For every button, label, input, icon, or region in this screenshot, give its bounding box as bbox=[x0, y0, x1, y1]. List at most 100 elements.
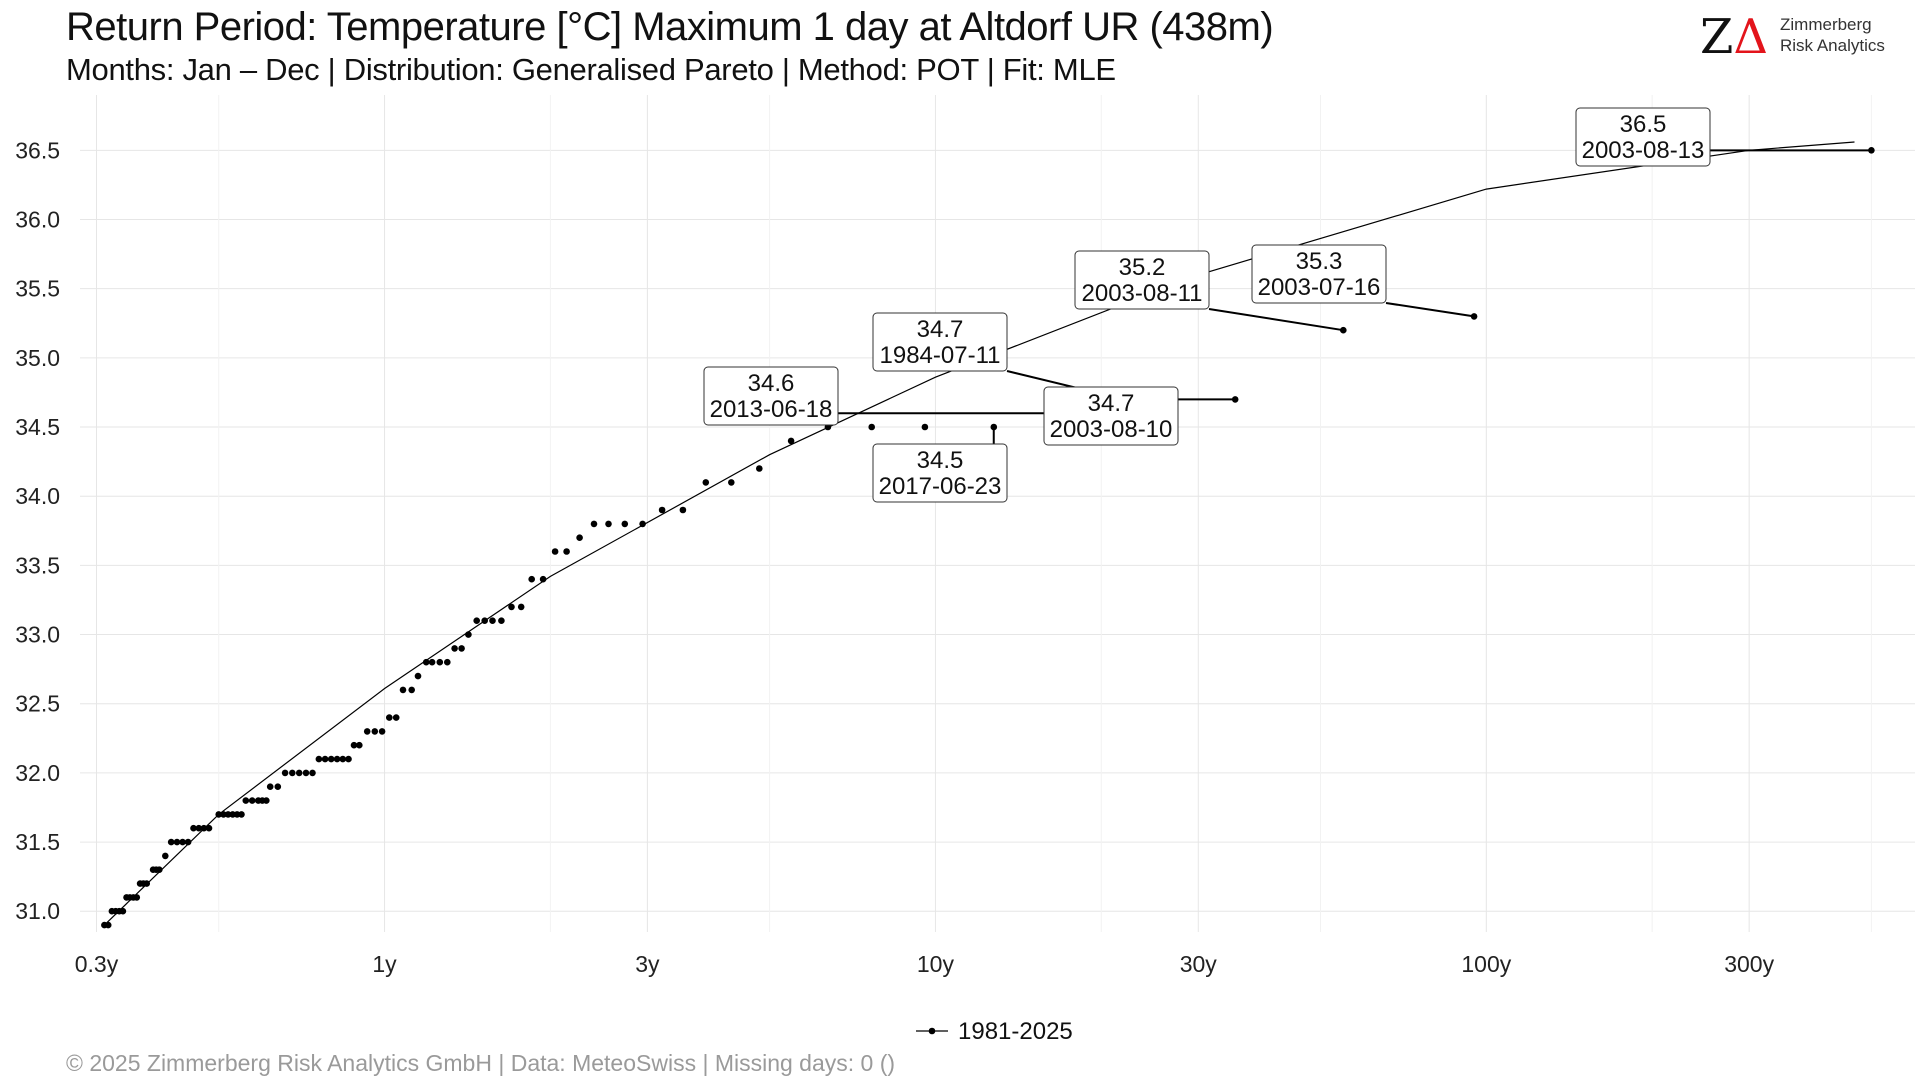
chart-title: Return Period: Temperature [°C] Maximum … bbox=[66, 5, 1274, 49]
annotation-value: 34.7 bbox=[1088, 390, 1135, 417]
y-tick-label: 33.5 bbox=[15, 552, 60, 578]
annotation-date: 2013-06-18 bbox=[710, 396, 833, 423]
annotation-box bbox=[1251, 244, 1387, 304]
data-point bbox=[378, 728, 386, 735]
annotation-box bbox=[872, 443, 1008, 503]
y-tick-label: 32.5 bbox=[15, 691, 60, 717]
annotation-date: 2003-07-16 bbox=[1258, 274, 1381, 301]
annotation-value: 36.5 bbox=[1620, 111, 1667, 138]
y-tick-label: 36.0 bbox=[15, 207, 60, 233]
data-point bbox=[248, 797, 256, 804]
data-point bbox=[215, 811, 222, 818]
x-tick-label: 100y bbox=[1461, 951, 1511, 977]
data-point bbox=[458, 645, 465, 652]
fit-line bbox=[103, 141, 1855, 926]
annotation-box bbox=[1074, 250, 1210, 310]
data-point bbox=[498, 617, 505, 624]
data-point bbox=[787, 437, 795, 445]
data-point bbox=[200, 824, 208, 832]
data-point bbox=[263, 797, 270, 804]
data-point bbox=[295, 769, 303, 777]
annotation-value: 35.3 bbox=[1296, 248, 1343, 275]
axis-layer: 31.0 31.5 32.0 32.5 33.0 33.5 34.0 34.5 35.0 35.5… bbox=[15, 137, 1774, 977]
data-point bbox=[386, 714, 393, 721]
annotation-box bbox=[703, 366, 839, 426]
data-point bbox=[179, 838, 186, 846]
data-point bbox=[238, 811, 245, 818]
annotation-box bbox=[1575, 107, 1711, 167]
logo-letter-z: Z bbox=[1700, 9, 1734, 65]
annotation-date: 2003-08-13 bbox=[1582, 137, 1705, 164]
annotation-box bbox=[872, 312, 1008, 372]
data-point bbox=[224, 811, 232, 818]
data-point bbox=[679, 506, 687, 514]
x-tick-label: 30y bbox=[1180, 951, 1218, 977]
data-point bbox=[104, 921, 112, 929]
data-point bbox=[327, 755, 335, 763]
legend: 1981-2025 bbox=[916, 1018, 1073, 1045]
data-point bbox=[399, 686, 407, 694]
data-point bbox=[868, 423, 875, 431]
data-point bbox=[315, 755, 323, 763]
y-tick-label: 34.5 bbox=[15, 414, 60, 440]
data-point bbox=[289, 769, 296, 777]
annotation-value: 34.5 bbox=[917, 447, 964, 474]
company-logo: ZΔ Zimmerberg Risk Analytics bbox=[1700, 12, 1900, 62]
data-point bbox=[274, 783, 282, 790]
data-point bbox=[539, 575, 547, 583]
data-point bbox=[119, 907, 127, 915]
data-point bbox=[345, 755, 352, 763]
y-tick-label: 35.5 bbox=[15, 276, 60, 302]
data-point bbox=[481, 617, 489, 624]
logo-line-2: Risk Analytics bbox=[1780, 36, 1885, 55]
data-point bbox=[576, 534, 583, 541]
data-point bbox=[605, 520, 612, 528]
data-point bbox=[392, 714, 400, 721]
y-tick-label: 31.5 bbox=[15, 829, 60, 855]
data-point bbox=[281, 769, 289, 777]
y-tick-label: 35.0 bbox=[15, 345, 60, 371]
data-point bbox=[173, 838, 181, 846]
data-point bbox=[639, 520, 646, 528]
data-point bbox=[551, 548, 559, 555]
data-point bbox=[302, 769, 310, 777]
x-tick-label: 300y bbox=[1724, 951, 1774, 977]
data-point bbox=[356, 741, 363, 749]
data-point bbox=[321, 755, 329, 763]
data-point bbox=[436, 658, 444, 666]
data-point bbox=[621, 520, 629, 528]
data-point bbox=[1340, 326, 1347, 334]
data-point bbox=[702, 479, 710, 486]
data-point bbox=[371, 728, 379, 735]
data-point bbox=[422, 658, 430, 666]
data-point bbox=[590, 520, 598, 528]
x-tick-label: 1y bbox=[372, 951, 397, 977]
annotation-date: 1984-07-11 bbox=[880, 342, 1001, 369]
annotation-date: 2003-08-10 bbox=[1050, 416, 1173, 443]
data-point bbox=[1231, 396, 1239, 403]
data-point bbox=[242, 797, 250, 804]
y-tick-label: 33.0 bbox=[15, 622, 60, 648]
data-point bbox=[728, 479, 735, 486]
data-point bbox=[563, 548, 570, 555]
x-tick-label: 10y bbox=[917, 951, 955, 977]
data-point bbox=[473, 617, 481, 624]
data-point bbox=[1868, 147, 1875, 154]
fit-layer bbox=[103, 141, 1855, 926]
data-point bbox=[190, 824, 197, 832]
data-point bbox=[266, 783, 274, 790]
data-point bbox=[350, 741, 358, 749]
data-point bbox=[143, 880, 150, 887]
data-point bbox=[517, 603, 525, 611]
legend-point-icon bbox=[928, 1027, 936, 1035]
data-point bbox=[465, 631, 472, 638]
grid-layer bbox=[80, 95, 1915, 932]
data-point bbox=[528, 575, 535, 583]
point-layer bbox=[101, 147, 1875, 929]
data-point bbox=[156, 866, 163, 873]
data-point bbox=[408, 686, 416, 694]
data-point bbox=[508, 603, 515, 611]
annotation-value: 34.6 bbox=[748, 370, 795, 397]
data-point bbox=[990, 423, 998, 431]
